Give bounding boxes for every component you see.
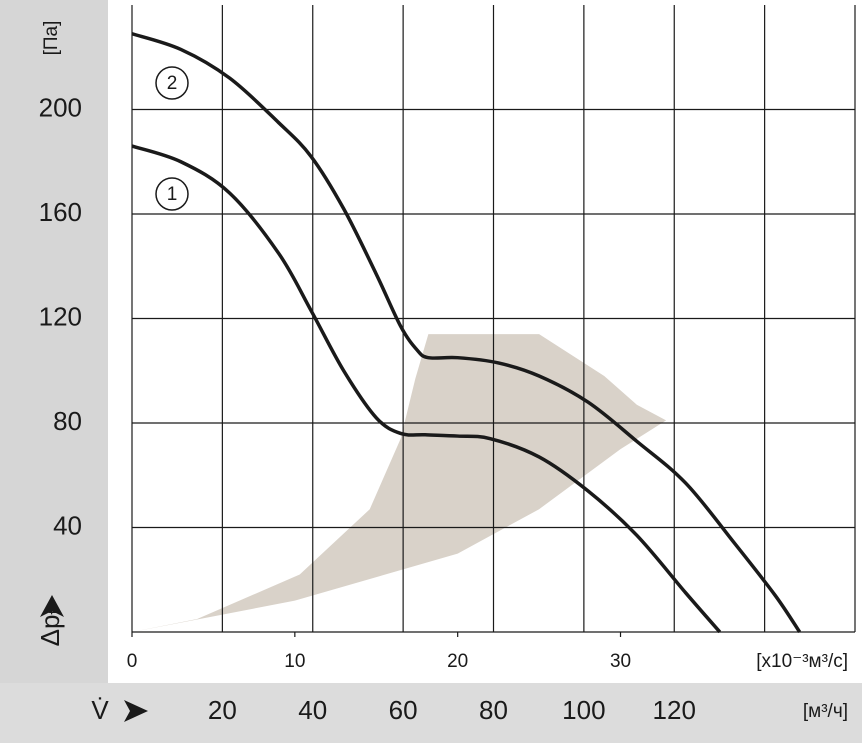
x2-tick-label: 40	[298, 695, 327, 725]
x2-unit: [м³/ч]	[803, 701, 848, 722]
x2-tick-label: 80	[479, 695, 508, 725]
y-tick-label: 80	[53, 406, 82, 436]
fan-curve	[131, 32, 802, 633]
x-tick-label: 20	[447, 651, 468, 672]
y-symbol-main: Δp	[35, 615, 65, 647]
plot-area	[131, 5, 856, 634]
x-tick-label: 30	[610, 651, 631, 672]
curve-label: 1	[167, 184, 178, 205]
curve-label-circle	[155, 177, 189, 211]
x-tick-label: 0	[127, 651, 138, 672]
y-unit: [Па]	[41, 21, 62, 56]
x2-tick-label: 120	[653, 695, 696, 725]
curve-label: 2	[167, 73, 178, 94]
x2-arrow	[124, 700, 148, 722]
y-arrow	[40, 595, 64, 617]
y-tick-label: 200	[39, 92, 82, 122]
x-unit: [x10⁻³м³/с]	[756, 651, 848, 672]
y-tick-label: 120	[39, 301, 82, 331]
y-band	[0, 0, 108, 743]
x2-symbol: V̇	[91, 695, 109, 725]
y-tick-label: 40	[53, 510, 82, 540]
x2-tick-label: 20	[208, 695, 237, 725]
curve-label-circle	[155, 66, 189, 100]
x-tick-label: 10	[284, 651, 305, 672]
x2-tick-label: 100	[562, 695, 605, 725]
y-tick-label: 160	[39, 197, 82, 227]
x2-band	[0, 683, 862, 743]
x2-tick-label: 60	[389, 695, 418, 725]
operating-region	[132, 334, 667, 632]
fan-curve	[131, 144, 722, 634]
